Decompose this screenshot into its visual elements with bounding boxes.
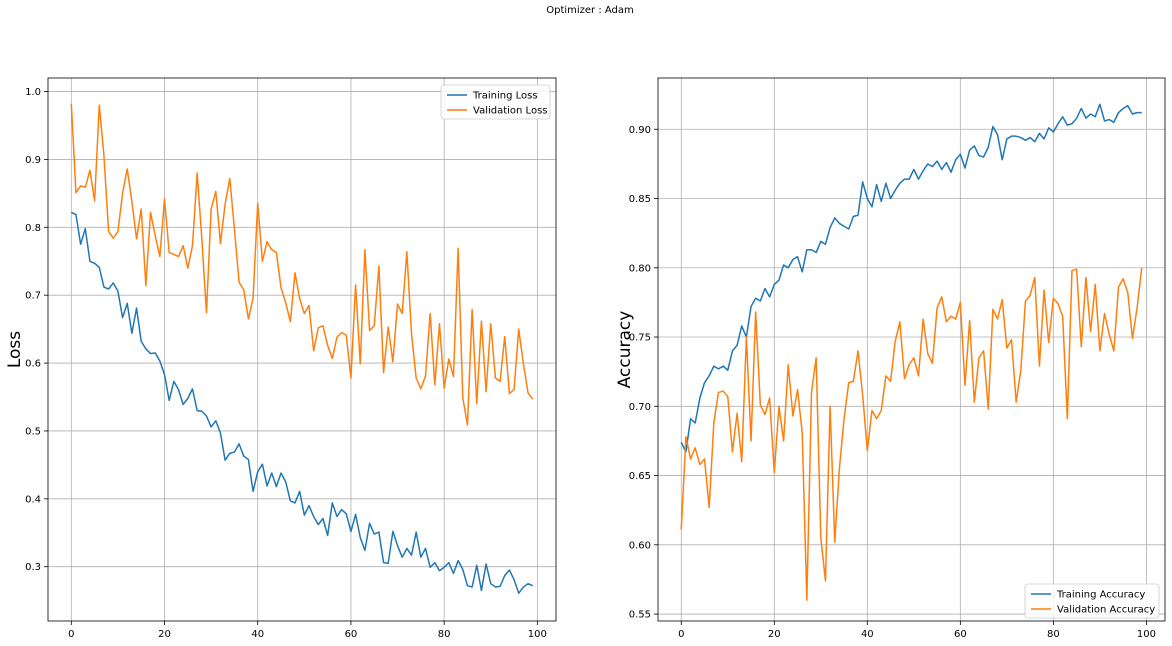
y-tick-label: 0.60 [629,540,651,551]
legend-box [1024,583,1160,619]
legend-label: Training Loss [472,91,538,102]
series-line-validation-loss [70,103,534,426]
y-axis-label: Accuracy [615,311,635,389]
x-tick-label: 40 [861,629,874,640]
figure-suptitle: Optimizer : Adam [546,5,634,16]
x-tick-label: 0 [68,629,74,640]
plot-frame [47,77,557,622]
chart-0: 0 20 40 60 80 100 0.3 0.4 0.5 0.6 0.7 0.8 0.9 1.0 Loss… [5,77,557,640]
x-tick-label: 0 [678,629,684,640]
legend-label: Training Accuracy [1056,590,1145,601]
legend-label: Validation Loss [473,106,548,117]
series-line-training-loss [70,211,534,594]
plot-background [658,78,1165,621]
y-tick-label: 0.70 [629,402,651,413]
y-tick-label: 0.85 [629,194,651,205]
y-tick-label: 0.3 [25,562,41,573]
x-tick-label: 20 [768,629,781,640]
legend-label: Validation Accuracy [1057,605,1155,616]
x-tick-label: 100 [1137,629,1156,640]
y-tick-label: 0.75 [629,333,651,344]
series-line-training-accuracy [680,103,1142,453]
y-tick-label: 0.8 [25,223,41,234]
x-tick-label: 80 [1047,629,1060,640]
y-tick-label: 0.55 [629,610,651,621]
x-tick-label: 80 [438,629,451,640]
y-tick-label: 0.6 [25,359,41,370]
x-tick-label: 60 [345,629,358,640]
y-tick-label: 0.7 [25,291,41,302]
x-tick-label: 20 [158,629,171,640]
plot-frame [657,77,1166,622]
y-tick-label: 0.90 [629,125,651,136]
x-tick-label: 40 [251,629,264,640]
y-tick-label: 0.80 [629,263,651,274]
y-tick-label: 0.4 [25,494,41,505]
legend-box [440,84,551,120]
y-axis-label: Loss [5,331,25,368]
plot-background [48,78,556,621]
chart-1: 0 20 40 60 80 100 0.55 0.60 0.65 0.70 0.75 0.80 0.85… [615,77,1166,640]
y-tick-label: 0.9 [25,155,41,166]
x-tick-label: 60 [954,629,967,640]
y-tick-label: 0.5 [25,426,41,437]
y-tick-label: 0.65 [629,471,651,482]
x-tick-label: 100 [528,629,547,640]
series-line-validation-accuracy [680,267,1143,601]
y-tick-label: 1.0 [25,87,41,98]
